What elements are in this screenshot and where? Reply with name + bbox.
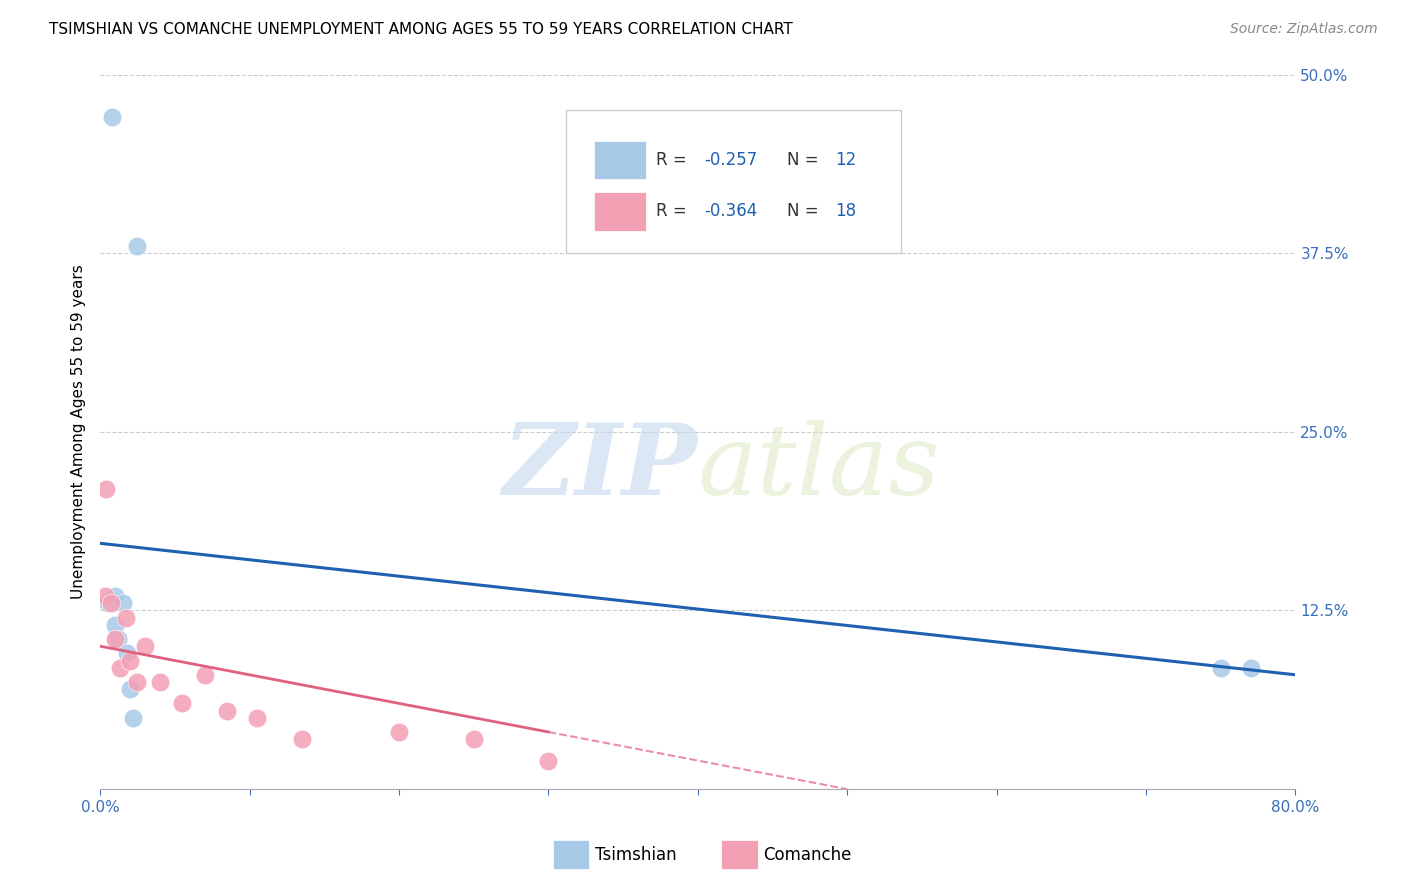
Point: [93, 589, 115, 603]
Point: [1239, 660, 1261, 674]
Text: ZIP: ZIP: [503, 419, 697, 516]
Text: N =: N =: [787, 202, 824, 220]
Y-axis label: Unemployment Among Ages 55 to 59 years: Unemployment Among Ages 55 to 59 years: [72, 264, 86, 599]
Text: N =: N =: [787, 151, 824, 169]
Point: [127, 675, 149, 690]
Point: [114, 610, 136, 624]
Point: [246, 711, 269, 725]
Point: [291, 732, 314, 747]
Point: [149, 675, 172, 690]
Point: [104, 632, 127, 646]
Text: Comanche: Comanche: [763, 846, 852, 863]
Text: atlas: atlas: [697, 420, 941, 516]
Text: 18: 18: [835, 202, 856, 220]
Point: [111, 596, 134, 610]
Point: [463, 732, 485, 747]
Point: [122, 711, 145, 725]
Point: [217, 704, 239, 718]
Text: R =: R =: [657, 202, 692, 220]
Point: [537, 754, 560, 768]
Point: [127, 239, 149, 253]
FancyBboxPatch shape: [593, 192, 647, 231]
Point: [172, 697, 194, 711]
Point: [97, 596, 120, 610]
Point: [94, 482, 117, 496]
Point: [115, 646, 138, 660]
Point: [194, 668, 217, 682]
Point: [104, 589, 127, 603]
Point: [101, 111, 124, 125]
FancyBboxPatch shape: [567, 111, 901, 253]
Text: -0.364: -0.364: [704, 202, 756, 220]
Text: R =: R =: [657, 151, 692, 169]
Point: [118, 653, 141, 667]
Point: [134, 639, 156, 653]
Point: [118, 682, 141, 697]
Text: Source: ZipAtlas.com: Source: ZipAtlas.com: [1230, 22, 1378, 37]
Text: TSIMSHIAN VS COMANCHE UNEMPLOYMENT AMONG AGES 55 TO 59 YEARS CORRELATION CHART: TSIMSHIAN VS COMANCHE UNEMPLOYMENT AMONG…: [49, 22, 793, 37]
Point: [104, 617, 127, 632]
Point: [108, 660, 131, 674]
Text: Tsimshian: Tsimshian: [595, 846, 676, 863]
FancyBboxPatch shape: [593, 141, 647, 179]
Text: 12: 12: [835, 151, 856, 169]
Point: [107, 632, 129, 646]
Text: -0.257: -0.257: [704, 151, 756, 169]
Point: [1209, 660, 1232, 674]
Point: [388, 725, 411, 739]
Point: [100, 596, 122, 610]
